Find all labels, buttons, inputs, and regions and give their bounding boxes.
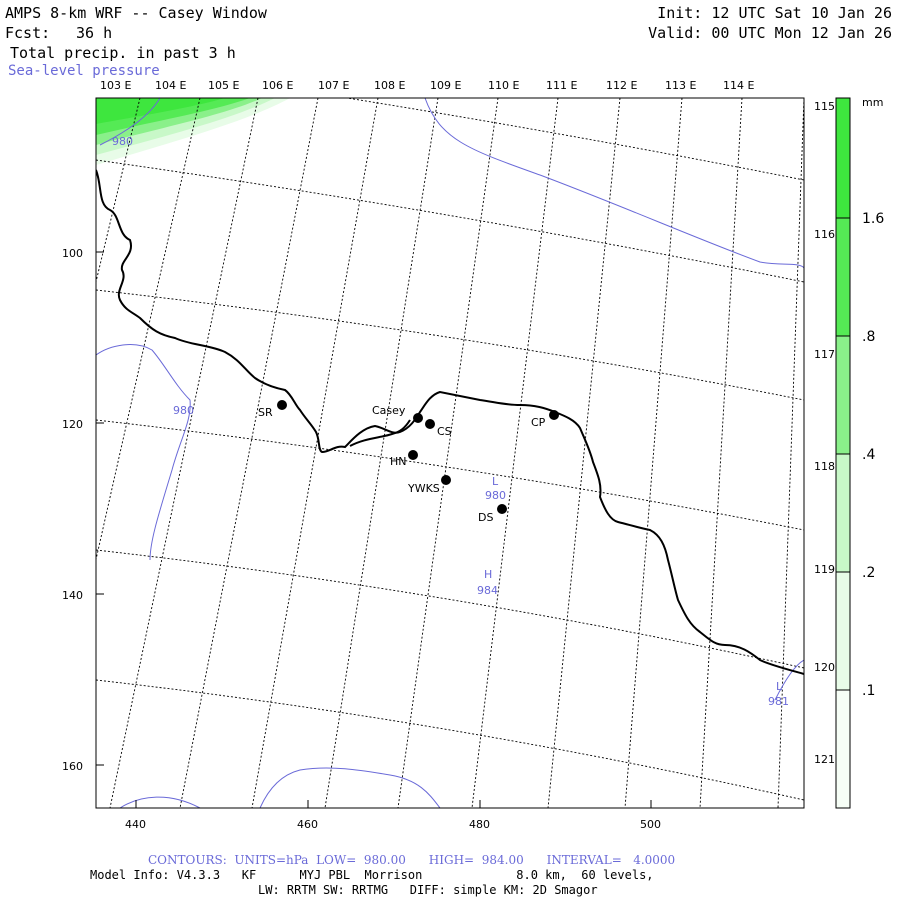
- colorbar-label: .1: [862, 683, 875, 699]
- plot-frame: [95, 97, 805, 809]
- lon-label: 112 E: [606, 79, 637, 92]
- forecast-hours: 36 h: [76, 24, 113, 42]
- overlay-name: Sea-level pressure: [8, 63, 160, 79]
- station-label-cp: CP: [531, 416, 546, 429]
- y-tick-label: 100: [62, 247, 83, 260]
- station-dot-cs: [425, 419, 435, 429]
- colorbar-label: 1.6: [862, 211, 884, 227]
- low-right-value: 981: [768, 695, 789, 708]
- station-dot-ds: [497, 504, 507, 514]
- colorbar-segment: [836, 690, 850, 808]
- lon-label: 104 E: [155, 79, 186, 92]
- station-label-ywks: YWKS: [407, 482, 440, 495]
- station-label-hn: HN: [390, 455, 407, 468]
- colorbar-label: .2: [862, 565, 875, 581]
- lon-label: 105 E: [208, 79, 239, 92]
- contour-info: CONTOURS: UNITS=hPa LOW= 980.00 HIGH= 98…: [148, 853, 676, 867]
- model-info: Model Info: V4.3.3 KF MYJ PBL Morrison 8…: [90, 868, 654, 882]
- colorbar-segment: [836, 572, 850, 690]
- y-tick-label: 140: [62, 589, 83, 602]
- isobar-label: 980: [112, 135, 133, 148]
- station-label-ds: DS: [478, 511, 493, 524]
- station-markers: [277, 400, 559, 514]
- coastline: [96, 169, 804, 675]
- colorbar-segment: [836, 454, 850, 572]
- x-tick-label: 480: [469, 818, 490, 831]
- low-center-value: 980: [485, 489, 506, 502]
- colorbar-segment: [836, 218, 850, 336]
- colorbar-label: .4: [862, 447, 875, 463]
- station-dot-casey: [413, 413, 423, 423]
- low-center-symbol: L: [492, 475, 499, 488]
- precip-shading: [96, 98, 290, 165]
- lon-label: 106 E: [262, 79, 293, 92]
- lon-label: 111 E: [546, 79, 577, 92]
- isobar-label: 980: [173, 404, 194, 417]
- init-time: Init: 12 UTC Sat 10 Jan 26: [657, 4, 892, 22]
- station-dot-hn: [408, 450, 418, 460]
- map-title: AMPS 8-km WRF -- Casey Window: [5, 4, 267, 22]
- lon-label: 110 E: [488, 79, 519, 92]
- station-label-sr: SR: [258, 406, 273, 419]
- colorbar-segment: [836, 98, 850, 218]
- station-label-cs: CS: [437, 425, 452, 438]
- lon-label: 114 E: [723, 79, 754, 92]
- low-right-symbol: L: [776, 680, 783, 693]
- pressure-labels: 980 980 L 980 H 984 L 981: [112, 135, 789, 708]
- pressure-contours: [96, 98, 804, 808]
- y-tick-label: 120: [62, 418, 83, 431]
- left-ticks: [96, 251, 652, 808]
- high-center-symbol: H: [484, 568, 492, 581]
- high-center-value: 984: [477, 584, 498, 597]
- x-tick-label: 460: [297, 818, 318, 831]
- x-tick-label: 440: [125, 818, 146, 831]
- station-label-casey: Casey: [372, 404, 406, 417]
- station-dot-sr: [277, 400, 287, 410]
- valid-time: Valid: 00 UTC Mon 12 Jan 26: [648, 24, 892, 42]
- station-dot-ywks: [441, 475, 451, 485]
- latlon-grid: [96, 98, 804, 808]
- physics-info: LW: RRTM SW: RRTMG DIFF: simple KM: 2D S…: [258, 883, 598, 897]
- colorbar-label: .8: [862, 329, 875, 345]
- lon-label: 109 E: [430, 79, 461, 92]
- top-lon-axis: 103 E 104 E 105 E 106 E 107 E 108 E 109 …: [100, 79, 754, 92]
- station-dot-cp: [549, 410, 559, 420]
- x-tick-label: 500: [640, 818, 661, 831]
- lon-label: 108 E: [374, 79, 405, 92]
- lon-label: 107 E: [318, 79, 349, 92]
- lon-label: 113 E: [665, 79, 696, 92]
- colorbar: mm 1.6 .8 .4 .2 .1: [835, 96, 884, 809]
- lon-label: 103 E: [100, 79, 131, 92]
- colorbar-unit: mm: [862, 96, 883, 109]
- y-tick-label: 160: [62, 760, 83, 773]
- field-name: Total precip. in past 3 h: [10, 44, 236, 62]
- colorbar-segment: [836, 336, 850, 454]
- forecast-label: Fcst:: [5, 24, 51, 42]
